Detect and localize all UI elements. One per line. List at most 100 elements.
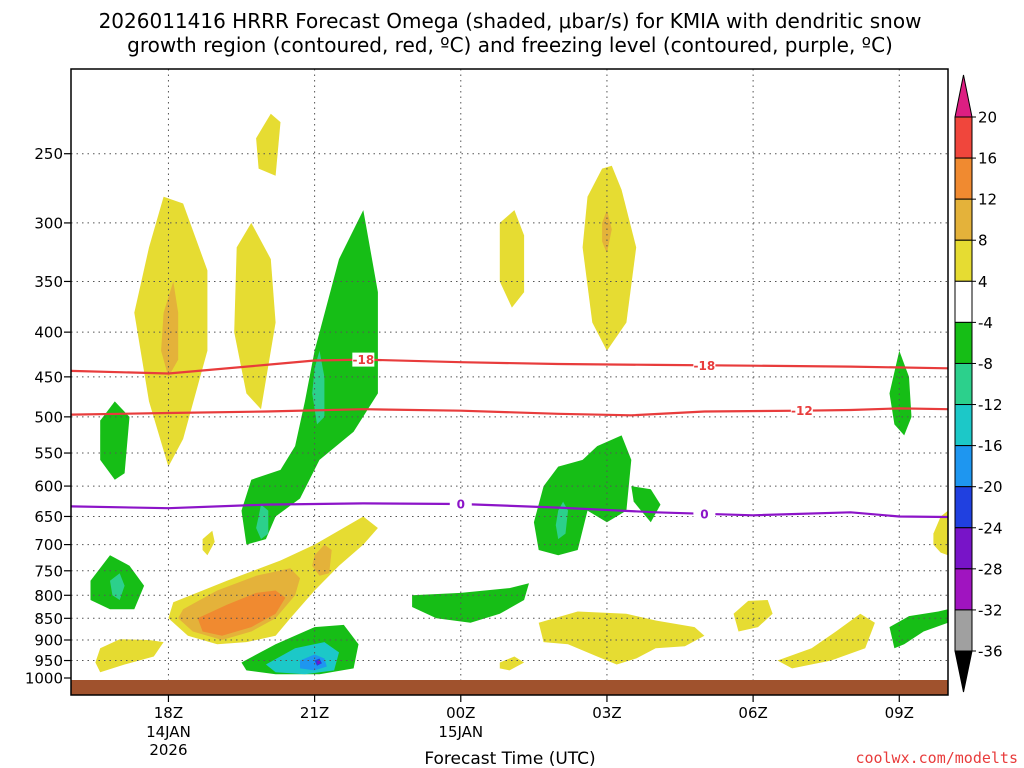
contour-dgz-lower: [70, 407, 949, 417]
omega-region-19: [202, 530, 215, 556]
y-tick-label-750: 750: [34, 562, 63, 580]
contour-label-bg: [449, 496, 472, 511]
contour-dgz-upper: [70, 358, 949, 375]
chart-title-line-2: growth region (contoured, red, ºC) and f…: [127, 33, 893, 57]
colorbar-label-13: -36: [978, 643, 1003, 661]
y-tick-label-550: 550: [34, 445, 63, 463]
y-tick-label-650: 650: [34, 508, 63, 526]
y-tick-label-450: 450: [34, 368, 63, 386]
omega-region-3: [256, 113, 281, 176]
contour-label-dgz-upper: -18: [694, 359, 716, 373]
omega-region-35: [933, 510, 948, 556]
omega-region-33: [889, 609, 948, 649]
contour-label-bg: [790, 403, 813, 418]
x-tick-year-18Z: 2026: [149, 741, 187, 759]
omega-region-9: [312, 350, 325, 425]
colorbar-label-6: -8: [978, 355, 993, 373]
contour-label-freezing-level: 0: [457, 497, 465, 511]
colorbar-swatch-2: [954, 157, 973, 200]
colorbar-label-0: 20: [978, 109, 997, 127]
colorbar-label-11: -28: [978, 560, 1003, 578]
colorbar-swatch-9: [954, 445, 973, 488]
colorbar-label-4: 4: [978, 273, 988, 291]
omega-region-17: [312, 544, 332, 576]
omega-region-34: [889, 350, 912, 436]
x-axis-title: Forecast Time (UTC): [424, 749, 595, 768]
colorbar-label-5: -4: [978, 314, 993, 332]
y-tick-label-850: 850: [34, 610, 63, 628]
x-tick-label-21Z: 21Z: [300, 704, 329, 722]
x-tick-date-00Z: 15JAN: [438, 723, 483, 741]
omega-shading: [90, 113, 948, 675]
colorbar-bottom-arrow: [954, 650, 973, 693]
y-tick-label-300: 300: [34, 214, 63, 232]
omega-region-16: [197, 590, 286, 636]
omega-region-4: [234, 222, 276, 410]
y-tick-label-1000: 1000: [25, 670, 63, 688]
omega-region-24: [317, 660, 321, 665]
chart-title-line-1: 2026011416 HRRR Forecast Omega (shaded, …: [99, 9, 922, 33]
x-tick-date-18Z: 14JAN: [146, 723, 191, 741]
omega-region-7: [602, 210, 612, 254]
omega-region-11: [100, 401, 130, 480]
contour-label-freezing-level: 0: [700, 507, 708, 521]
x-tick-label-09Z: 09Z: [885, 704, 914, 722]
omega-region-6: [582, 165, 637, 351]
colorbar-label-1: 16: [978, 150, 997, 168]
y-tick-label-400: 400: [34, 324, 63, 342]
colorbar-swatch-1: [954, 116, 973, 159]
contour-label-bg: [693, 358, 716, 373]
omega-region-5: [499, 210, 525, 308]
y-tick-label-800: 800: [34, 587, 63, 605]
y-tick-label-700: 700: [34, 536, 63, 554]
colorbar-swatch-10: [954, 486, 973, 529]
omega-region-22: [300, 654, 327, 671]
colorbar-label-9: -20: [978, 478, 1003, 496]
y-tick-label-950: 950: [34, 652, 63, 670]
y-tick-label-500: 500: [34, 408, 63, 426]
y-tick-label-250: 250: [34, 145, 63, 163]
colorbar-swatch-3: [954, 198, 973, 241]
colorbar-swatch-5: [954, 280, 973, 323]
y-tick-label-600: 600: [34, 478, 63, 496]
x-tick-label-06Z: 06Z: [738, 704, 767, 722]
colorbar-swatch-11: [954, 527, 973, 570]
omega-region-32: [777, 613, 875, 669]
ground-surface-bar: [71, 680, 948, 695]
y-tick-label-350: 350: [34, 273, 63, 291]
omega-region-25: [412, 583, 529, 623]
colorbar-swatch-13: [954, 609, 973, 652]
y-tick-label-900: 900: [34, 632, 63, 650]
colorbar-swatch-8: [954, 404, 973, 447]
omega-region-31: [733, 600, 773, 632]
contour-label-bg: [352, 352, 375, 367]
colorbar-label-3: 8: [978, 232, 988, 250]
colorbar-label-8: -16: [978, 437, 1003, 455]
colorbar-swatch-6: [954, 321, 973, 364]
colorbar-swatch-12: [954, 568, 973, 611]
omega-region-13: [110, 573, 125, 600]
colorbar-swatch-4: [954, 239, 973, 282]
plot-frame: [70, 68, 949, 696]
source-credit: coolwx.com/modelts: [855, 749, 1018, 767]
omega-region-30: [538, 611, 705, 665]
contour-label-dgz-upper: -18: [352, 353, 374, 367]
contour-label-dgz-lower: -12: [791, 404, 813, 418]
omega-region-18: [95, 639, 164, 673]
omega-region-10: [256, 504, 269, 540]
colorbar: 20 16 12 8 4 -4 -8 -12 -16 -20 -24 -28 -32 -36: [954, 74, 1003, 693]
colorbar-top-arrow: [954, 74, 973, 118]
colorbar-label-7: -12: [978, 396, 1003, 414]
contours: -18 -18 -12 0 0: [70, 352, 949, 521]
x-tick-label-03Z: 03Z: [592, 704, 621, 722]
x-tick-label-18Z: 18Z: [154, 704, 183, 722]
colorbar-label-12: -32: [978, 601, 1003, 619]
omega-region-26: [499, 656, 525, 671]
colorbar-label-2: 12: [978, 191, 997, 209]
omega-region-8: [241, 210, 378, 545]
contour-freezing-level: [70, 502, 949, 519]
contour-label-bg: [693, 506, 716, 521]
omega-region-2: [161, 281, 179, 377]
